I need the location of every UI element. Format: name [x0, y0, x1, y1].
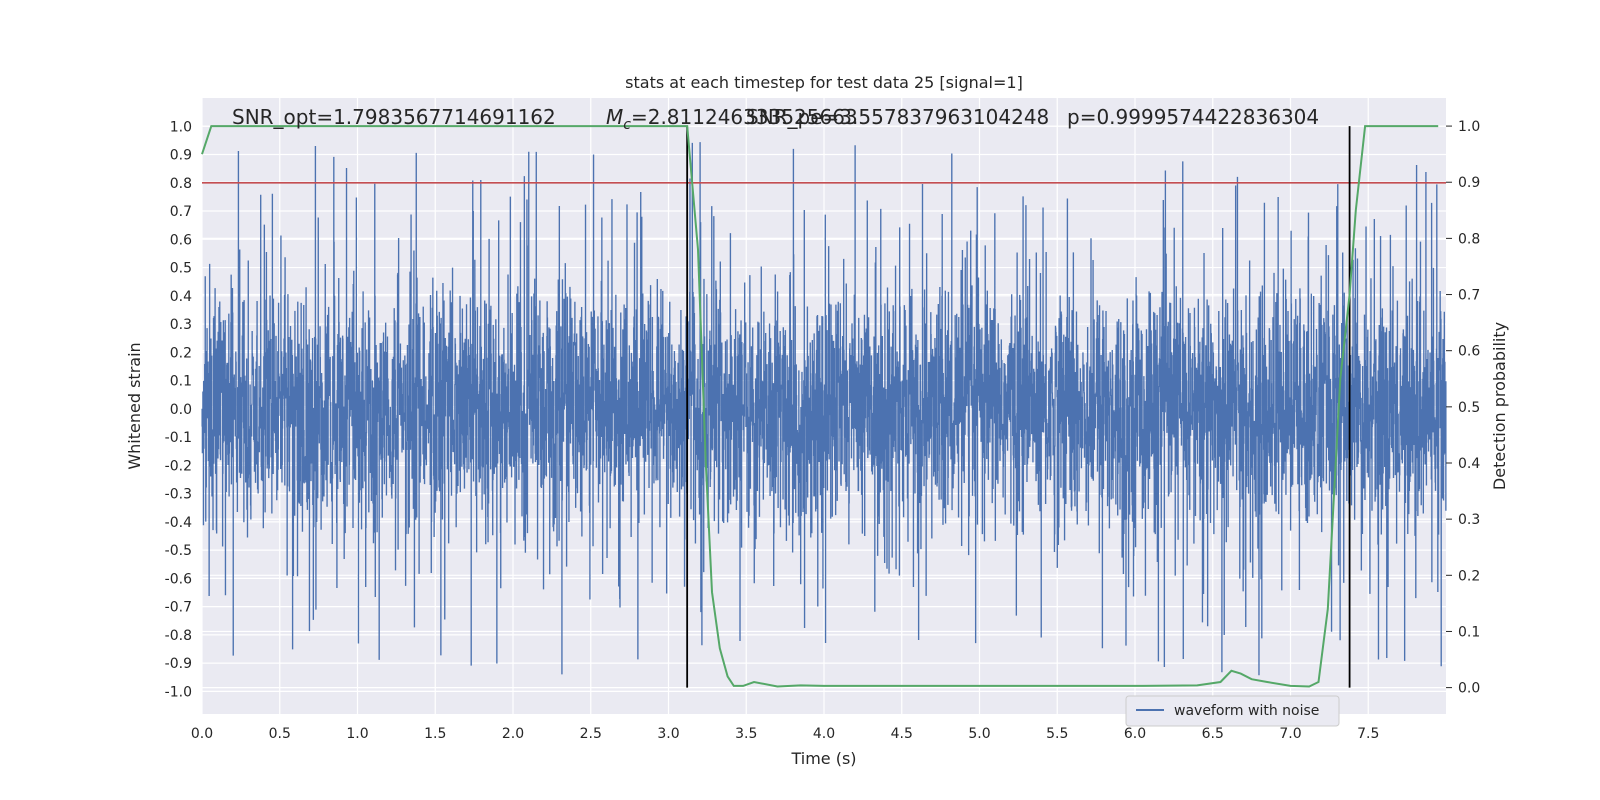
- y-left-tick-label: 0.7: [170, 204, 192, 220]
- chirp-mass-subscript: c: [623, 117, 631, 133]
- y-left-tick-label: 0.4: [170, 289, 192, 305]
- y-left-tick-label: -0.3: [165, 487, 192, 503]
- y-right-tick-label: 0.1: [1458, 624, 1480, 640]
- y-right-tick-label: 0.4: [1458, 456, 1480, 472]
- overlays: [201, 125, 1446, 688]
- x-tick-label: 4.0: [813, 726, 835, 742]
- y-right-tick-label: 0.3: [1458, 512, 1480, 528]
- y-left-tick-label: 0.2: [170, 345, 192, 361]
- chirp-mass-value: =2.811246333525663: [631, 105, 858, 129]
- y-left-tick-label: 0.3: [170, 317, 192, 333]
- y-right-tick-label: 0.9: [1458, 175, 1480, 191]
- y-left-tick-label: 0.9: [170, 148, 192, 164]
- waveform-trace: [201, 142, 1447, 676]
- annotation-chirp-mass: Mc=2.811246333525663: [606, 105, 858, 133]
- y-left-tick-label: 0.6: [170, 232, 192, 248]
- x-tick-label: 6.0: [1124, 726, 1146, 742]
- y-left-tick-label: -0.5: [165, 543, 192, 559]
- annotation-snr-pe: SNR_pe=3.557837963104248: [746, 105, 1049, 129]
- y-left-tick-label: -0.4: [165, 515, 192, 531]
- detection-probability-line: [201, 125, 1439, 688]
- y-axis-label-left: Whitened strain: [125, 342, 144, 469]
- x-tick-label: 3.0: [657, 726, 679, 742]
- y-left-tick-label: 1.0: [170, 119, 192, 135]
- y-left-tick-label: -0.9: [165, 656, 192, 672]
- y-left-tick-label: -0.2: [165, 458, 192, 474]
- y-right-tick-label: 0.7: [1458, 288, 1480, 304]
- waveform-with-noise-series: [201, 142, 1447, 676]
- legend-label-waveform: waveform with noise: [1174, 703, 1319, 719]
- y-right-tick-label: 0.0: [1458, 681, 1480, 697]
- y-left-tick-label: -0.8: [165, 628, 192, 644]
- y-left-tick-label: -0.1: [165, 430, 192, 446]
- annotation-p: p=0.9999574422836304: [1067, 105, 1319, 129]
- x-tick-label: 1.0: [346, 726, 368, 742]
- y-left-tick-label: 0.5: [170, 261, 192, 277]
- legend: waveform with noise: [1125, 695, 1340, 727]
- y-left-tick-label: -0.7: [165, 600, 192, 616]
- x-tick-label: 5.0: [968, 726, 990, 742]
- chart-title: stats at each timestep for test data 25 …: [625, 73, 1023, 92]
- y-right-tick-label: 0.8: [1458, 231, 1480, 247]
- x-tick-label: 7.0: [1279, 726, 1301, 742]
- y-right-tick-label: 1.0: [1458, 119, 1480, 135]
- x-tick-label: 6.5: [1202, 726, 1224, 742]
- tick-labels: 0.0 0.5 1.0 1.5 2.0 2.5 3.0 3.5 4.0 4.5 5.0 5.5 6.0 6…: [165, 119, 1481, 742]
- legend-box: [1125, 695, 1340, 727]
- x-tick-label: 2.0: [502, 726, 524, 742]
- x-tick-label: 3.5: [735, 726, 757, 742]
- x-tick-label: 5.5: [1046, 726, 1068, 742]
- x-tick-label: 1.5: [424, 726, 446, 742]
- chirp-mass-symbol: M: [606, 105, 623, 129]
- y-left-tick-label: 0.0: [170, 402, 192, 418]
- y-left-tick-label: -0.6: [165, 571, 192, 587]
- y-left-tick-label: 0.1: [170, 374, 192, 390]
- x-tick-label: 7.5: [1357, 726, 1379, 742]
- y-left-tick-label: 0.8: [170, 176, 192, 192]
- y-right-tick-label: 0.5: [1458, 400, 1480, 416]
- annotation-snr-opt: SNR_opt=1.7983567714691162: [232, 105, 556, 129]
- y-axis-label-right: Detection probability: [1490, 322, 1509, 490]
- y-left-tick-label: -1.0: [165, 684, 192, 700]
- x-tick-label: 0.0: [191, 726, 213, 742]
- x-axis-label: Time (s): [790, 749, 856, 768]
- x-tick-label: 4.5: [891, 726, 913, 742]
- x-tick-label: 2.5: [580, 726, 602, 742]
- x-tick-label: 0.5: [269, 726, 291, 742]
- y-right-tick-label: 0.2: [1458, 568, 1480, 584]
- y-right-tick-label: 0.6: [1458, 344, 1480, 360]
